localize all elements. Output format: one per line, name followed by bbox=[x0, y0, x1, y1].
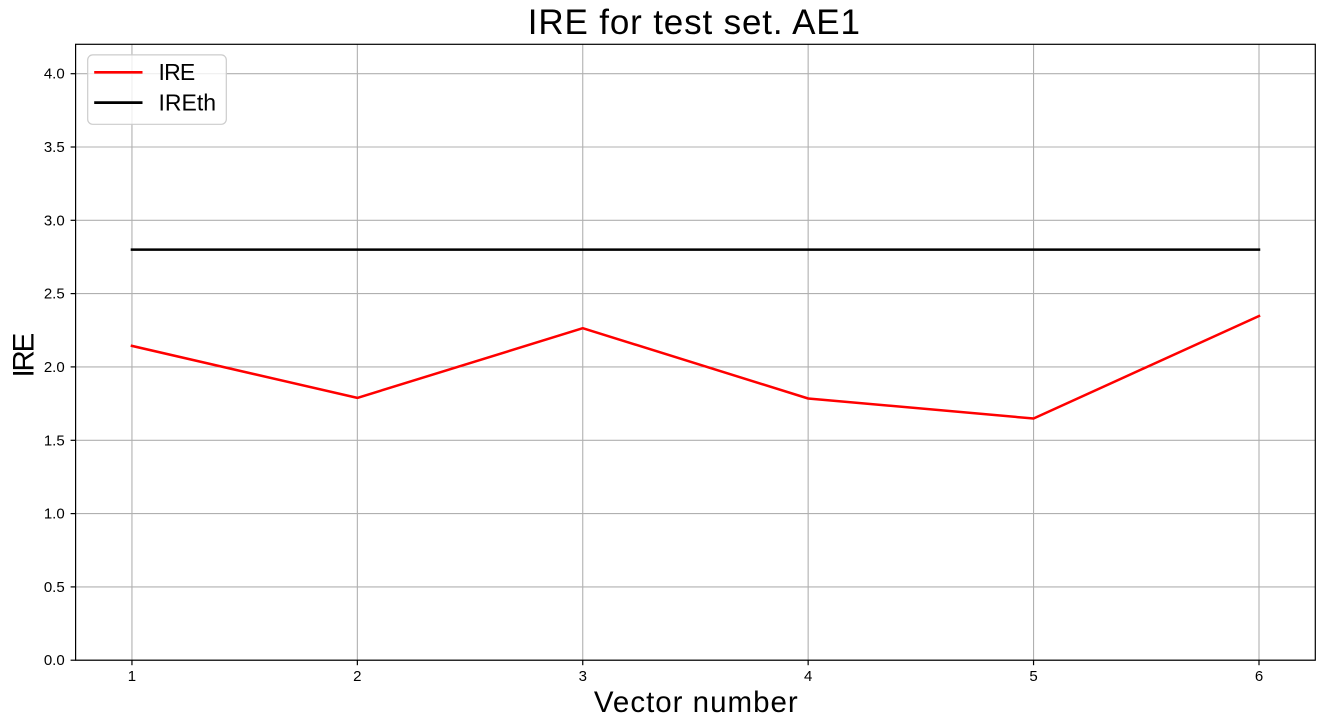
svg-text:2.5: 2.5 bbox=[44, 286, 65, 303]
svg-text:3.0: 3.0 bbox=[44, 212, 65, 229]
svg-text:IRE: IRE bbox=[8, 333, 41, 377]
svg-text:0.5: 0.5 bbox=[44, 579, 65, 596]
svg-text:IREth: IREth bbox=[159, 90, 217, 116]
svg-text:6: 6 bbox=[1255, 668, 1263, 685]
svg-text:IRE: IRE bbox=[159, 59, 195, 85]
svg-text:1: 1 bbox=[128, 668, 136, 685]
svg-text:4.0: 4.0 bbox=[44, 66, 65, 83]
svg-text:IRE for test set. AE1: IRE for test set. AE1 bbox=[528, 3, 861, 42]
svg-text:3.5: 3.5 bbox=[44, 139, 65, 156]
svg-text:5: 5 bbox=[1029, 668, 1037, 685]
svg-text:4: 4 bbox=[804, 668, 812, 685]
svg-text:0.0: 0.0 bbox=[44, 652, 65, 669]
svg-text:1.5: 1.5 bbox=[44, 432, 65, 449]
svg-text:Vector number: Vector number bbox=[594, 686, 799, 719]
svg-text:1.0: 1.0 bbox=[44, 506, 65, 523]
svg-text:2: 2 bbox=[353, 668, 361, 685]
svg-text:3: 3 bbox=[579, 668, 587, 685]
svg-text:2.0: 2.0 bbox=[44, 359, 65, 376]
